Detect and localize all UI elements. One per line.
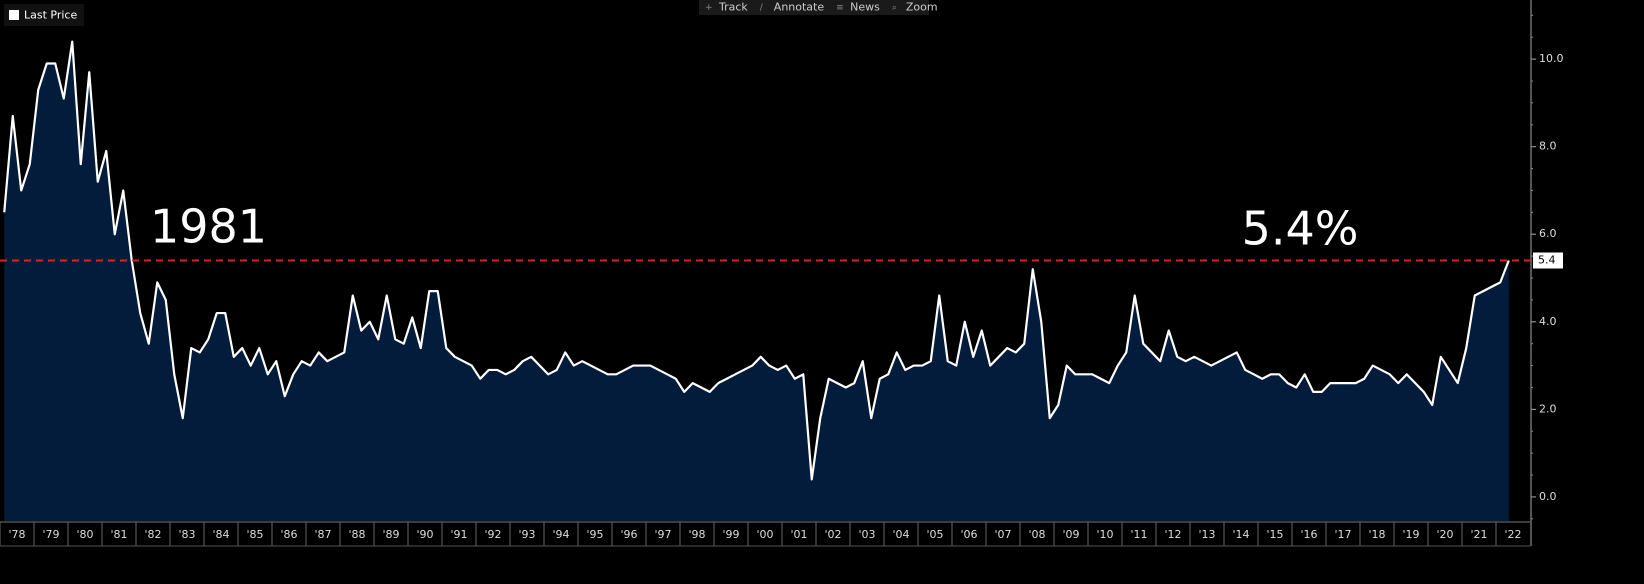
- x-tick-label: '18: [1368, 528, 1385, 541]
- toolbar-icon: ⌕: [892, 3, 897, 13]
- toolbar-button[interactable]: News: [850, 1, 880, 14]
- x-tick-label: '95: [586, 528, 603, 541]
- price-line: [3, 40, 1510, 481]
- x-axis-band: [0, 522, 1530, 546]
- legend-background: [4, 4, 84, 26]
- legend-label: Last Price: [24, 9, 77, 22]
- x-tick-label: '13: [1198, 528, 1215, 541]
- x-tick-label: '00: [756, 528, 773, 541]
- toolbar-icon: /: [760, 3, 764, 13]
- x-tick-label: '89: [382, 528, 399, 541]
- x-tick-label: '08: [1028, 528, 1045, 541]
- toolbar-icon: ≡: [836, 3, 844, 13]
- x-tick-label: '78: [8, 528, 25, 541]
- x-tick-label: '84: [212, 528, 229, 541]
- toolbar-button[interactable]: Zoom: [906, 1, 938, 14]
- x-tick-label: '04: [892, 528, 909, 541]
- x-tick-label: '21: [1470, 528, 1487, 541]
- y-tick-label: 0.0: [1539, 490, 1557, 503]
- x-tick-label: '81: [110, 528, 127, 541]
- x-tick-label: '99: [722, 528, 739, 541]
- x-tick-label: '79: [42, 528, 59, 541]
- x-tick-label: '06: [960, 528, 977, 541]
- x-tick-label: '19: [1402, 528, 1419, 541]
- legend-swatch: [9, 10, 19, 20]
- x-tick-label: '22: [1504, 528, 1521, 541]
- y-tick-label: 2.0: [1539, 402, 1557, 415]
- x-tick-label: '83: [178, 528, 195, 541]
- x-tick-label: '90: [416, 528, 433, 541]
- x-tick-label: '86: [280, 528, 297, 541]
- x-tick-label: '03: [858, 528, 875, 541]
- x-tick-label: '97: [654, 528, 671, 541]
- x-tick-label: '07: [994, 528, 1011, 541]
- x-tick-label: '96: [620, 528, 637, 541]
- y-tick-label: 6.0: [1539, 227, 1557, 240]
- y-tick-label: 4.0: [1539, 315, 1557, 328]
- x-tick-label: '87: [314, 528, 331, 541]
- x-tick-label: '20: [1436, 528, 1453, 541]
- x-tick-label: '82: [144, 528, 161, 541]
- x-tick-label: '02: [824, 528, 841, 541]
- x-tick-label: '80: [76, 528, 93, 541]
- x-tick-label: '11: [1130, 528, 1147, 541]
- x-tick-label: '16: [1300, 528, 1317, 541]
- x-tick-label: '15: [1266, 528, 1283, 541]
- x-tick-label: '01: [790, 528, 807, 541]
- x-tick-label: '09: [1062, 528, 1079, 541]
- last-value-label: 5.4: [1538, 254, 1556, 267]
- toolbar-background: [699, 0, 929, 15]
- toolbar-button[interactable]: Annotate: [774, 1, 825, 14]
- y-tick-label: 8.0: [1539, 140, 1557, 153]
- x-tick-label: '98: [688, 528, 705, 541]
- annotation: 5.4%: [1242, 202, 1359, 256]
- x-tick-label: '88: [348, 528, 365, 541]
- x-tick-label: '12: [1164, 528, 1181, 541]
- x-tick-label: '91: [450, 528, 467, 541]
- y-tick-label: 10.0: [1539, 52, 1564, 65]
- area-fill: [4, 41, 1509, 522]
- x-tick-label: '14: [1232, 528, 1249, 541]
- x-tick-label: '85: [246, 528, 263, 541]
- annotation: 1981: [150, 200, 267, 254]
- x-tick-label: '94: [552, 528, 569, 541]
- toolbar: + Track / Annotate ≡ News ⌕ Zoom: [699, 0, 938, 15]
- x-tick-label: '92: [484, 528, 501, 541]
- x-tick-label: '93: [518, 528, 535, 541]
- x-tick-label: '17: [1334, 528, 1351, 541]
- x-tick-label: '10: [1096, 528, 1113, 541]
- x-tick-label: '05: [926, 528, 943, 541]
- last-value-tag: [1533, 252, 1563, 269]
- toolbar-button[interactable]: Track: [718, 1, 748, 14]
- toolbar-icon: +: [705, 3, 713, 13]
